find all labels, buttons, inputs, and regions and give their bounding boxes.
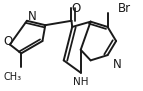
Text: N: N (27, 10, 36, 23)
Text: Br: Br (118, 2, 131, 15)
Text: CH₃: CH₃ (4, 72, 22, 82)
Text: O: O (4, 34, 13, 48)
Text: O: O (71, 2, 80, 15)
Text: NH: NH (73, 77, 89, 87)
Text: N: N (113, 58, 122, 71)
